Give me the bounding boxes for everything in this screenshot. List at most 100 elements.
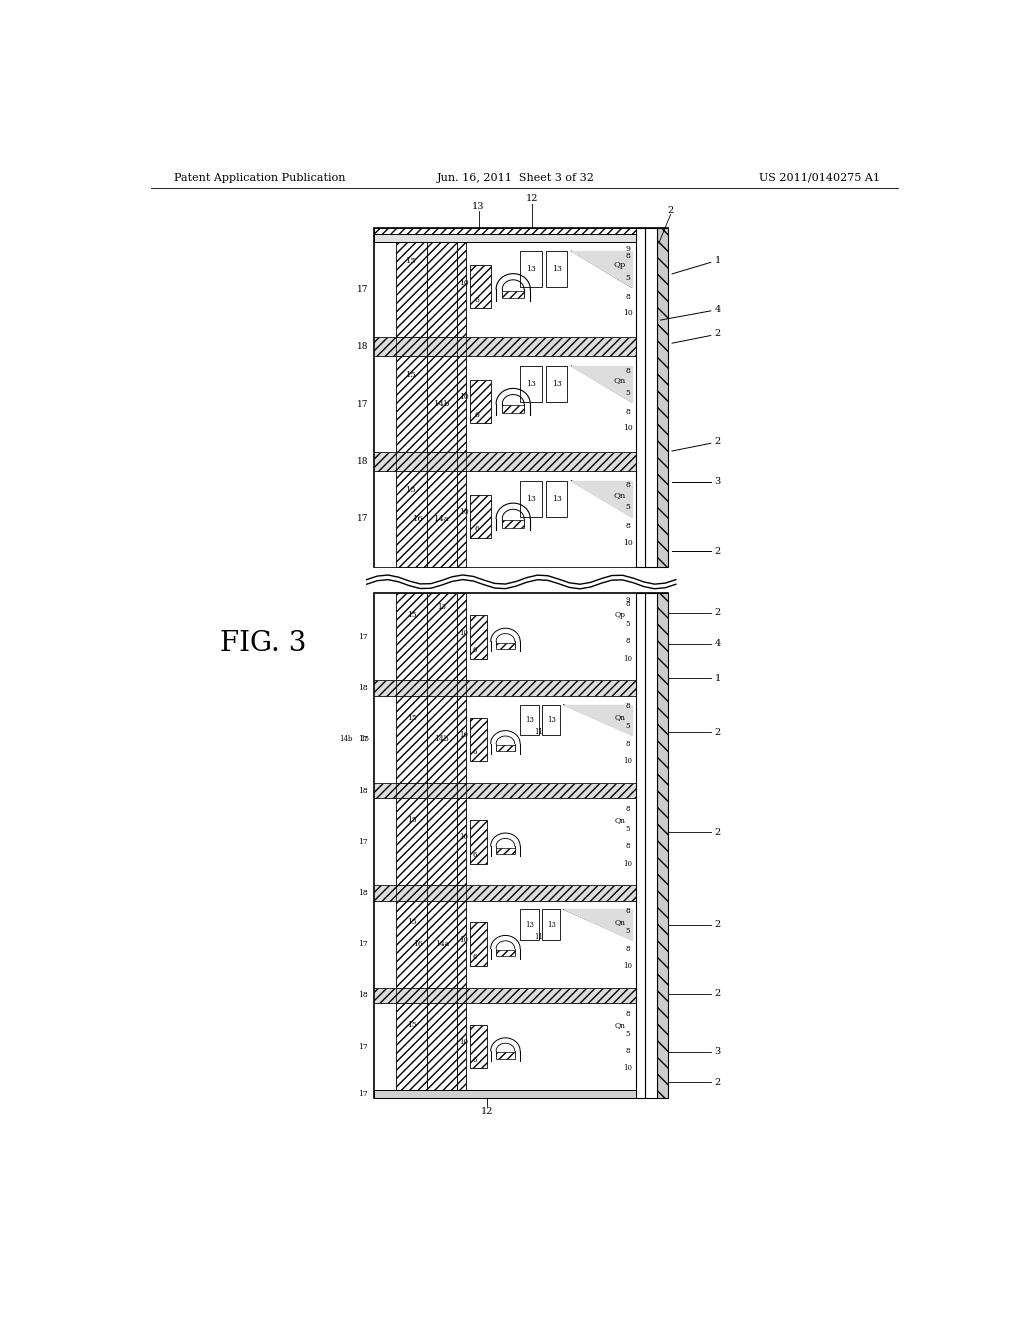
Bar xyxy=(656,227,669,566)
Text: 17: 17 xyxy=(357,285,369,294)
Text: 15: 15 xyxy=(407,256,417,264)
Text: 10: 10 xyxy=(459,731,468,739)
Bar xyxy=(396,242,427,337)
Bar xyxy=(375,1090,636,1098)
Bar xyxy=(457,987,466,1003)
Text: 5: 5 xyxy=(626,1030,630,1038)
Text: 5: 5 xyxy=(626,620,630,628)
Bar xyxy=(396,337,427,356)
Text: 13: 13 xyxy=(525,920,534,928)
Text: 8: 8 xyxy=(626,367,631,375)
Bar xyxy=(656,594,669,1098)
Bar xyxy=(427,799,457,886)
Bar xyxy=(496,847,515,854)
Text: 13: 13 xyxy=(472,202,484,211)
Bar xyxy=(520,705,539,735)
Text: Qn: Qn xyxy=(614,714,626,722)
Text: 9: 9 xyxy=(626,246,631,253)
Text: 2: 2 xyxy=(715,546,721,556)
Bar xyxy=(546,480,567,517)
Text: 10: 10 xyxy=(624,655,633,663)
Text: 10: 10 xyxy=(624,758,633,766)
Text: 6: 6 xyxy=(473,953,477,961)
Bar xyxy=(375,242,636,337)
Text: 18: 18 xyxy=(358,888,368,898)
Text: 13: 13 xyxy=(437,602,446,611)
Text: 8: 8 xyxy=(626,523,631,531)
Bar xyxy=(457,900,466,987)
Text: 1: 1 xyxy=(715,256,721,265)
Bar xyxy=(636,594,645,1098)
Bar xyxy=(457,1003,466,1090)
Text: 15: 15 xyxy=(407,714,417,722)
Text: 16: 16 xyxy=(413,940,423,948)
Text: 6: 6 xyxy=(473,748,477,756)
Bar xyxy=(375,987,636,1003)
Bar xyxy=(470,820,486,863)
Bar xyxy=(496,746,515,751)
Bar xyxy=(427,594,457,681)
Text: 6: 6 xyxy=(473,851,477,859)
Bar xyxy=(375,886,636,900)
Bar xyxy=(520,480,542,517)
Text: 14a: 14a xyxy=(434,515,450,523)
Text: 13: 13 xyxy=(552,495,561,503)
Text: 8: 8 xyxy=(626,408,631,416)
Bar xyxy=(396,783,427,799)
Text: 17: 17 xyxy=(358,838,368,846)
Text: 10: 10 xyxy=(459,628,468,636)
Text: 1: 1 xyxy=(715,673,721,682)
Text: 14b: 14b xyxy=(434,735,450,743)
Bar xyxy=(375,337,636,356)
Text: 17: 17 xyxy=(357,515,369,523)
Bar xyxy=(396,356,427,451)
Bar xyxy=(496,1052,515,1059)
Bar xyxy=(427,900,457,987)
Bar xyxy=(396,799,427,886)
Bar xyxy=(375,799,636,886)
Bar xyxy=(645,227,656,566)
Bar xyxy=(520,366,542,403)
Bar xyxy=(375,594,669,1098)
Text: 8: 8 xyxy=(626,805,630,813)
Text: 2: 2 xyxy=(715,727,721,737)
Bar xyxy=(542,909,560,940)
Text: 2: 2 xyxy=(715,437,721,446)
Bar xyxy=(427,783,457,799)
Text: Patent Application Publication: Patent Application Publication xyxy=(174,173,346,182)
Text: 13: 13 xyxy=(547,920,556,928)
Bar xyxy=(375,227,669,566)
Text: 2: 2 xyxy=(715,330,721,338)
Polygon shape xyxy=(563,705,632,735)
Bar xyxy=(427,987,457,1003)
Text: 18: 18 xyxy=(358,684,368,692)
Text: 13: 13 xyxy=(526,265,536,273)
Text: 17: 17 xyxy=(357,400,369,408)
Text: 11: 11 xyxy=(535,933,544,941)
Bar xyxy=(375,227,636,234)
Bar xyxy=(427,471,457,566)
Text: 8: 8 xyxy=(626,739,630,747)
Text: 10: 10 xyxy=(624,859,633,867)
Text: 17: 17 xyxy=(358,940,368,948)
Bar xyxy=(427,1003,457,1090)
Bar xyxy=(375,1003,636,1090)
Text: 12: 12 xyxy=(480,1107,493,1117)
Text: 2: 2 xyxy=(715,828,721,837)
Bar xyxy=(396,987,427,1003)
Bar xyxy=(457,696,466,783)
Bar xyxy=(396,451,427,471)
Bar xyxy=(470,380,492,424)
Text: 5: 5 xyxy=(626,503,631,511)
Bar xyxy=(636,227,645,566)
Bar xyxy=(470,615,486,659)
Bar xyxy=(546,251,567,288)
Text: 10: 10 xyxy=(459,833,468,841)
Bar xyxy=(396,696,427,783)
Bar xyxy=(375,696,636,783)
Text: 2: 2 xyxy=(715,920,721,929)
Text: 10: 10 xyxy=(459,279,468,286)
Bar xyxy=(375,451,636,471)
Bar xyxy=(520,909,539,940)
Text: 17: 17 xyxy=(358,1090,368,1098)
